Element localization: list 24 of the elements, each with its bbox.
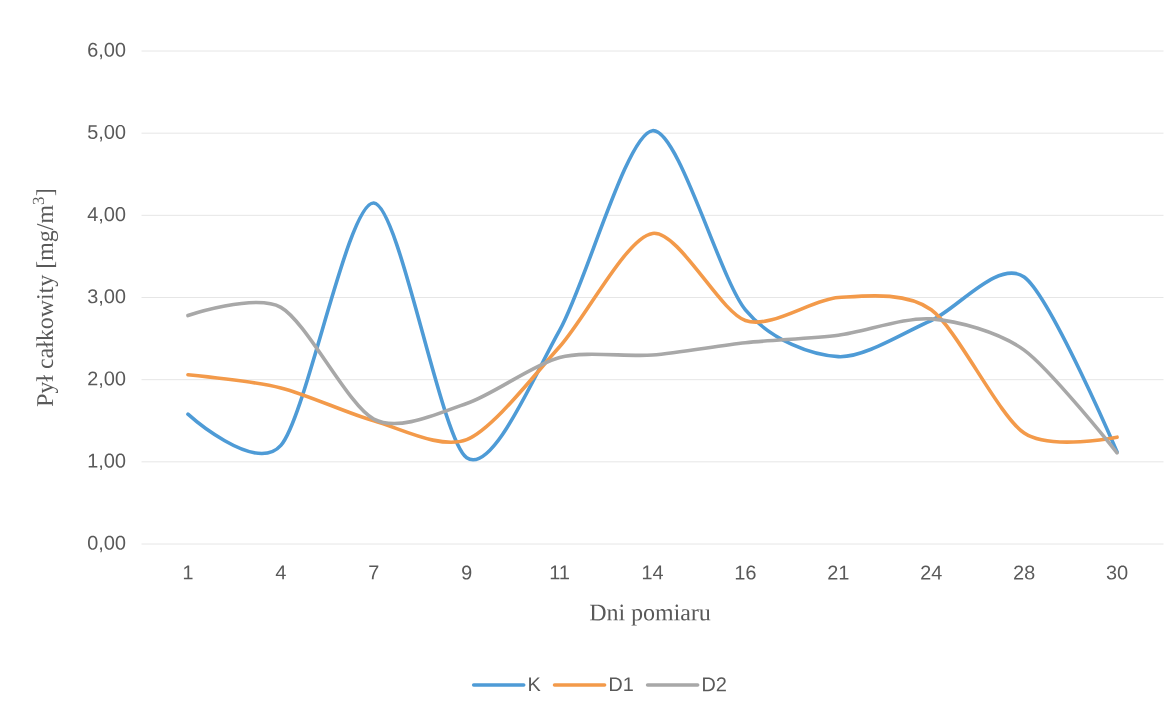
y-tick-label: 1,00 <box>88 453 126 471</box>
line-series <box>186 128 1119 461</box>
x-tick-label: 7 <box>369 565 379 580</box>
x-tick-label: 1 <box>183 565 193 580</box>
x-tick-label: 9 <box>462 565 472 580</box>
legend-label: D2 <box>703 677 726 692</box>
y-tick-label: 4,00 <box>87 207 126 224</box>
x-tick-label: 11 <box>550 565 569 580</box>
y-tick-label: 2,00 <box>88 371 126 388</box>
y-tick-label: 6,00 <box>88 42 126 60</box>
y-tick-label: 0,00 <box>87 535 126 553</box>
legend-label: K <box>529 677 541 692</box>
x-tick-label: 30 <box>1106 565 1128 580</box>
x-tick-label: 28 <box>1014 565 1035 580</box>
y-tick-label: 3,00 <box>87 289 126 306</box>
x-tick-label: 4 <box>275 565 286 580</box>
x-tick-label: 16 <box>735 565 756 580</box>
x-tick-label: 14 <box>642 565 663 580</box>
y-axis-title: Pył całkowity [mg/m$^{3}$] <box>32 189 59 407</box>
x-tick-label: 24 <box>921 565 942 580</box>
y-tick-label: 5,00 <box>88 124 126 142</box>
legend-label: D1 <box>610 677 633 692</box>
x-axis-title: Dni pomiaru <box>589 604 711 626</box>
x-tick-label: 21 <box>828 565 849 580</box>
